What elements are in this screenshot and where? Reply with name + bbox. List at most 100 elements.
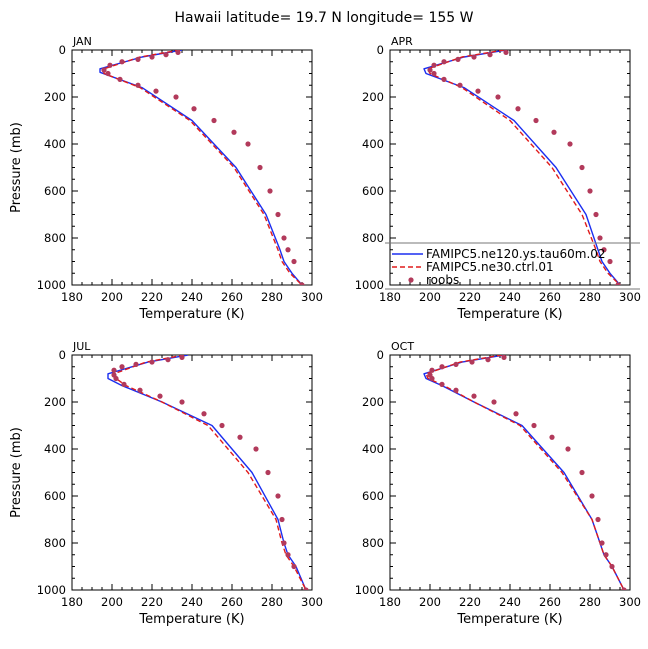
roobs-point: [279, 516, 285, 523]
roobs-point: [567, 141, 573, 147]
roobs-point: [211, 117, 217, 124]
x-tick-label: 300: [301, 595, 323, 609]
roobs-point: [119, 59, 125, 65]
roobs-point: [265, 469, 271, 476]
roobs-point: [431, 62, 437, 68]
x-tick-label: 280: [261, 290, 283, 304]
y-tick-label: 0: [377, 348, 384, 362]
panel-jan: JAN 180 200 220 240 260 280 300 0 200 400 600 800 100…: [9, 35, 323, 322]
roobs-point: [495, 94, 501, 100]
roobs-point: [469, 359, 475, 365]
x-tick-label: 240: [181, 595, 203, 609]
roobs-point: [551, 129, 557, 135]
series-line-ne30: [425, 355, 625, 590]
roobs-point: [441, 76, 447, 82]
y-tick-label: 400: [44, 442, 66, 456]
roobs-point: [441, 59, 447, 65]
plot-area-oct: [423, 355, 627, 590]
legend-swatch-roobs: [408, 277, 414, 283]
x-tick-label: 280: [579, 595, 601, 609]
x-tick-label: 240: [181, 290, 203, 304]
y-tick-label: 1000: [37, 583, 66, 597]
plot-frame-jan: [71, 49, 313, 286]
panel-jul: JUL 180 200 220 240 260 280 300 0 200 400 600 800 100…: [9, 340, 323, 627]
y-tick-label: 800: [44, 231, 66, 245]
y-tick-label: 200: [44, 90, 66, 104]
roobs-point: [595, 516, 601, 523]
roobs-point: [135, 82, 141, 88]
y-tick-label: 200: [44, 395, 66, 409]
y-tick-label: 200: [362, 395, 384, 409]
x-tick-label: 200: [419, 595, 441, 609]
x-tick-label: 280: [261, 595, 283, 609]
y-tick-label: 800: [362, 231, 384, 245]
roobs-point: [609, 563, 615, 570]
x-tick-label: 260: [539, 290, 561, 304]
legend-label: FAMIPC5.ne30.ctrl.01: [426, 260, 554, 274]
roobs-point: [285, 247, 291, 253]
roobs-point: [587, 188, 593, 194]
y-tick-label: 600: [362, 184, 384, 198]
y-tick-label: 200: [362, 90, 384, 104]
roobs-point: [513, 411, 519, 417]
roobs-point: [101, 67, 107, 73]
roobs-point: [253, 446, 259, 452]
x-tick-label: 260: [221, 290, 243, 304]
y-axis-label: Pressure (mb): [9, 122, 24, 213]
roobs-point: [285, 552, 291, 558]
roobs-point: [201, 411, 207, 417]
roobs-point: [105, 70, 111, 77]
y-axis-label: Pressure (mb): [9, 427, 24, 518]
legend-label: roobs: [426, 273, 459, 287]
roobs-point: [491, 399, 497, 405]
legend-label: FAMIPC5.ne120.ys.tau60m.02: [426, 247, 606, 261]
plot-area-apr: [423, 50, 621, 285]
x-tick-label: 220: [141, 290, 163, 304]
roobs-point: [485, 357, 491, 363]
panel-oct: OCT 180 200 220 240 260 280 300 0 200 400 600 800 100…: [355, 340, 641, 627]
roobs-point: [175, 50, 181, 55]
x-tick-label: 220: [459, 595, 481, 609]
roobs-point: [439, 381, 445, 387]
roobs-point: [455, 56, 461, 63]
panel-label-jul: JUL: [72, 340, 91, 353]
roobs-point: [501, 355, 507, 360]
roobs-point: [457, 82, 463, 88]
roobs-point: [133, 361, 139, 367]
roobs-point: [107, 62, 113, 68]
roobs-point: [601, 247, 607, 253]
x-axis-label: Temperature (K): [456, 612, 562, 627]
x-axis-label: Temperature (K): [138, 612, 244, 627]
roobs-point: [487, 52, 493, 58]
roobs-point: [471, 54, 477, 60]
roobs-point: [111, 367, 117, 373]
roobs-point: [281, 540, 287, 546]
y-tick-label: 400: [44, 137, 66, 151]
roobs-point: [179, 399, 185, 405]
roobs-point: [429, 367, 435, 373]
roobs-point: [121, 381, 127, 387]
panel-label-jan: JAN: [72, 35, 92, 48]
y-tick-label: 1000: [355, 278, 384, 292]
roobs-point: [597, 235, 603, 241]
y-tick-label: 400: [362, 442, 384, 456]
y-tick-label: 0: [377, 43, 384, 57]
roobs-point: [429, 375, 435, 382]
roobs-point: [163, 52, 169, 58]
roobs-point: [471, 393, 477, 399]
roobs-point: [533, 117, 539, 124]
panel-label-oct: OCT: [391, 340, 414, 353]
x-tick-label: 300: [619, 595, 641, 609]
plot-area-jan: [99, 50, 305, 285]
roobs-point: [237, 434, 243, 440]
x-axis-label: Temperature (K): [456, 307, 562, 322]
roobs-point: [579, 164, 585, 171]
x-tick-label: 240: [499, 290, 521, 304]
roobs-point: [135, 56, 141, 63]
y-tick-label: 0: [59, 43, 66, 57]
plot-frame-oct: [389, 354, 631, 591]
plot-area-jul: [107, 355, 309, 590]
roobs-point: [453, 387, 459, 393]
roobs-point: [291, 258, 297, 265]
